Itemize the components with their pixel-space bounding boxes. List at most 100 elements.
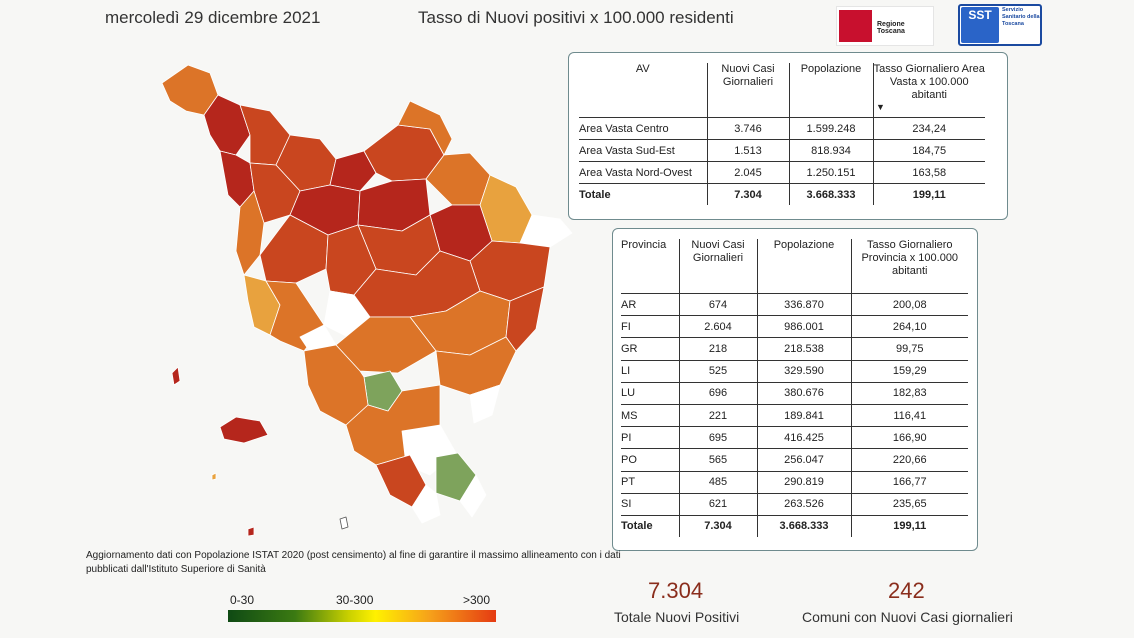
av-total-label: Totale [579,188,611,201]
prov-pop: 263.526 [756,493,851,516]
av-total-rate: 199,11 [872,183,985,205]
prov-cases: 695 [678,426,757,450]
map-island-giannutri [339,516,349,530]
prov-cases: 221 [678,404,757,428]
prov-rate: 182,83 [850,382,968,405]
page-title: Tasso di Nuovi positivi x 100.000 reside… [418,8,734,27]
av-total-cases: 7.304 [706,183,789,205]
prov-name: AR [621,293,679,317]
prov-total-pop: 3.668.333 [756,515,851,538]
prov-pop: 336.870 [756,293,851,317]
map-island-capraia [171,366,181,386]
table-total-row: Totale 7.304 3.668.333 199,11 [579,183,985,205]
prov-cases: 674 [678,293,757,317]
table-row: Area Vasta Sud-Est 1.513 818.934 184,75 [579,139,985,162]
prov-name: MS [621,404,679,428]
table-row: PO 565 256.047 220,66 [621,448,968,472]
sort-desc-icon[interactable]: ▼ [876,102,885,112]
table-row: FI 2.604 986.001 264,10 [621,315,968,339]
av-col-header: Nuovi Casi Giornalieri [706,63,789,118]
prov-rate: 166,77 [850,471,968,494]
prov-col-header: Tasso Giornaliero Provincia x 100.000 ab… [850,239,968,294]
prov-col-header: Nuovi Casi Giornalieri [678,239,757,294]
prov-name: LI [621,360,679,383]
prov-pop: 380.676 [756,382,851,405]
prov-rate: 264,10 [850,315,968,339]
prov-pop: 290.819 [756,471,851,494]
av-pop: 1.599.248 [788,117,873,140]
prov-pop: 218.538 [756,337,851,361]
map-region-orbetello-white [411,484,441,524]
prov-col-header: Popolazione [756,239,851,294]
av-total-pop: 3.668.333 [788,183,873,205]
prov-cases: 525 [678,360,757,383]
prov-total-rate: 199,11 [850,515,968,538]
av-name: Area Vasta Sud-Est [579,139,707,162]
sst-mark-icon: SST [961,7,999,43]
prov-name: GR [621,337,679,361]
prov-total-cases: 7.304 [678,515,757,538]
prov-cases: 2.604 [678,315,757,339]
prov-rate: 235,65 [850,493,968,516]
regione-toscana-logo: Regione Toscana [836,6,934,46]
date-label: mercoledì 29 dicembre 2021 [105,8,321,27]
map-region-massa [203,94,251,156]
av-rate: 234,24 [872,117,985,140]
provincia-table: Provincia Nuovi Casi Giornalieri Popolaz… [621,239,968,538]
prov-pop: 986.001 [756,315,851,339]
comuni-label: Comuni con Nuovi Casi giornalieri [802,609,1013,625]
update-note: Aggiornamento dati con Popolazione ISTAT… [86,550,621,575]
av-cases: 3.746 [706,117,789,140]
map-region-east-white [519,214,573,248]
prov-name: LU [621,382,679,405]
av-col-header-sorted[interactable]: Tasso Giornaliero Area Vasta x 100.000 a… [872,63,985,118]
table-row: LU 696 380.676 182,83 [621,382,968,405]
map-region-valdichiana [505,286,545,352]
map-region-alto-mugello [397,100,453,156]
prov-name: PI [621,426,679,450]
table-row: Area Vasta Centro 3.746 1.599.248 234,24 [579,117,985,140]
total-positives-value: 7.304 [648,578,704,603]
table-total-row: Totale 7.304 3.668.333 199,11 [621,515,968,538]
pegasus-emblem-icon [839,10,872,42]
av-pop: 818.934 [788,139,873,162]
av-name: Area Vasta Nord-Ovest [579,161,707,184]
map-island-giglio [247,526,255,537]
av-rate: 184,75 [872,139,985,162]
comuni-value: 242 [888,578,925,603]
table-row: PI 695 416.425 166,90 [621,426,968,450]
prov-pop: 416.425 [756,426,851,450]
prov-rate: 116,41 [850,404,968,428]
prov-pop: 329.590 [756,360,851,383]
table-row: LI 525 329.590 159,29 [621,360,968,383]
prov-name: FI [621,315,679,339]
prov-col-header: Provincia [621,239,667,251]
prov-pop: 189.841 [756,404,851,428]
tuscany-choropleth-map [161,64,573,537]
prov-cases: 565 [678,448,757,472]
total-positives-label: Totale Nuovi Positivi [614,609,740,625]
map-region-prato [329,150,377,192]
av-pop: 1.250.151 [788,161,873,184]
prov-rate: 200,08 [850,293,968,317]
prov-cases: 485 [678,471,757,494]
provincia-panel: Provincia Nuovi Casi Giornalieri Popolaz… [612,228,978,551]
regione-logo-text: Regione Toscana [877,21,905,35]
prov-name: SI [621,493,679,516]
table-row: SI 621 263.526 235,65 [621,493,968,516]
av-name: Area Vasta Centro [579,117,707,140]
av-col-header: Popolazione [788,63,873,118]
prov-rate: 166,90 [850,426,968,450]
prov-total-label: Totale [621,520,653,533]
prov-pop: 256.047 [756,448,851,472]
legend-mid-label: 30-300 [336,593,374,607]
table-row: AR 674 336.870 200,08 [621,293,968,317]
legend-color-scale [228,610,496,622]
av-rate: 163,58 [872,161,985,184]
sst-logo-text: Servizio Sanitario della Toscana [1002,7,1040,27]
table-row: MS 221 189.841 116,41 [621,404,968,428]
prov-cases: 696 [678,382,757,405]
av-cases: 1.513 [706,139,789,162]
legend-low-label: 0-30 [230,593,255,607]
table-row: PT 485 290.819 166,77 [621,471,968,494]
